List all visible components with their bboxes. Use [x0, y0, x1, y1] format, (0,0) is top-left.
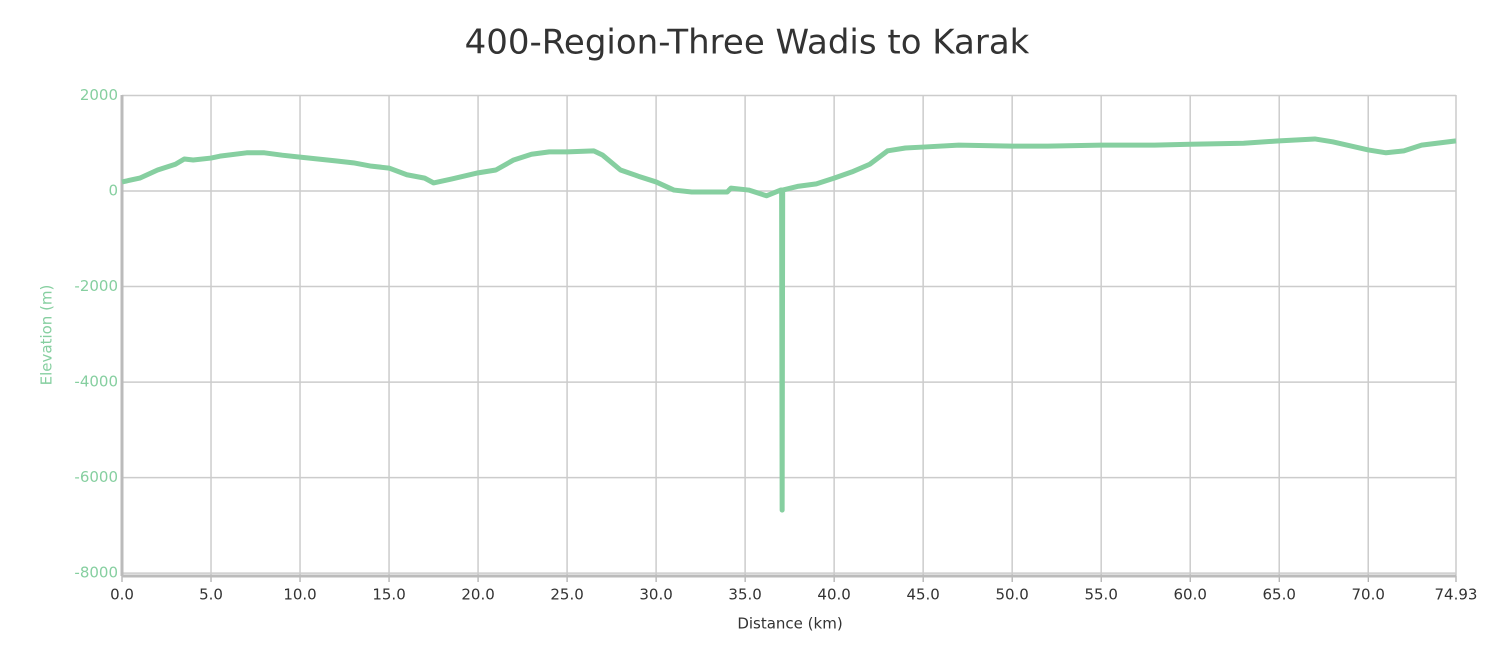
y-axis-label: Elevation (m) — [38, 285, 56, 386]
x-tick-label: 55.0 — [1084, 586, 1117, 604]
x-tick-label: 70.0 — [1352, 586, 1385, 604]
x-tick-label: 40.0 — [817, 586, 850, 604]
x-tick-label: 30.0 — [639, 586, 672, 604]
y-tick-label: -6000 — [74, 468, 118, 486]
y-tick-label: -2000 — [74, 277, 118, 295]
y-tick-label: 2000 — [80, 86, 118, 104]
x-tick-label: 50.0 — [995, 586, 1028, 604]
y-tick-label: 0 — [108, 182, 118, 200]
x-tick-label: 0.0 — [110, 586, 134, 604]
x-tick-label: 15.0 — [372, 586, 405, 604]
x-tick-label: 65.0 — [1263, 586, 1296, 604]
x-tick-label: 5.0 — [199, 586, 223, 604]
elevation-line — [121, 136, 1457, 513]
x-tick-label: 45.0 — [906, 586, 939, 604]
x-tick-label: 20.0 — [461, 586, 494, 604]
x-tick-label: 35.0 — [728, 586, 761, 604]
y-tick-label: -8000 — [74, 564, 118, 582]
x-axis-label: Distance (km) — [737, 615, 842, 633]
x-tick-label: 10.0 — [283, 586, 316, 604]
y-tick-label: -4000 — [74, 373, 118, 391]
x-tick-label: 25.0 — [550, 586, 583, 604]
chart-title: 400-Region-Three Wadis to Karak — [465, 23, 1030, 63]
x-tick-label: 60.0 — [1173, 586, 1206, 604]
x-tick-label: 74.93 — [1435, 586, 1478, 604]
